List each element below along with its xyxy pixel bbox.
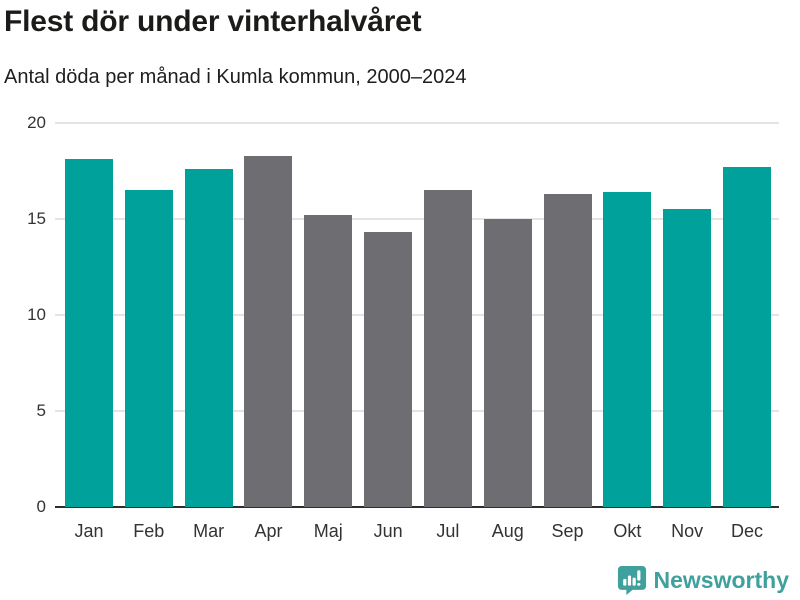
gridline-20 xyxy=(55,122,779,124)
bar-jul xyxy=(423,190,472,507)
bar-nov xyxy=(663,209,712,507)
x-axis-label-apr: Apr xyxy=(254,521,283,541)
x-axis-label-maj: Maj xyxy=(313,521,343,541)
bar-mar xyxy=(184,169,233,507)
page-title: Flest dör under vinterhalvåret xyxy=(4,5,422,38)
y-axis-label-20: 20 xyxy=(27,113,46,132)
brand-name: Newsworthy xyxy=(653,566,789,593)
bar-jun xyxy=(364,232,413,507)
plot-area xyxy=(55,122,779,508)
y-axis-label-0: 0 xyxy=(36,497,46,516)
x-axis-label-aug: Aug xyxy=(491,521,524,541)
bar-aug xyxy=(483,219,532,507)
x-axis-label-jul: Jul xyxy=(436,521,460,541)
x-axis-line xyxy=(55,505,779,508)
bar-okt xyxy=(603,192,652,507)
y-axis-label-15: 15 xyxy=(27,209,46,228)
y-axis-label-5: 5 xyxy=(36,401,46,420)
brand-footer: Newsworthy xyxy=(617,565,789,595)
bar-apr xyxy=(244,155,293,507)
bar-sep xyxy=(543,194,592,507)
gridline-10 xyxy=(55,314,779,316)
bar-maj xyxy=(304,215,353,507)
x-axis-label-jan: Jan xyxy=(74,521,104,541)
gridline-5 xyxy=(55,410,779,412)
x-axis-label-jun: Jun xyxy=(373,521,403,541)
x-axis-label-sep: Sep xyxy=(551,521,584,541)
bar-feb xyxy=(124,190,173,507)
x-axis-label-okt: Okt xyxy=(613,521,642,541)
x-axis-label-dec: Dec xyxy=(731,521,764,541)
x-axis-label-nov: Nov xyxy=(671,521,704,541)
y-axis-label-10: 10 xyxy=(27,305,46,324)
x-axis-label-feb: Feb xyxy=(133,521,165,541)
newsworthy-logo-icon xyxy=(617,565,647,595)
bar-dec xyxy=(723,167,772,507)
gridline-15 xyxy=(55,218,779,220)
chart-subtitle: Antal döda per månad i Kumla kommun, 200… xyxy=(4,66,467,88)
x-axis-label-mar: Mar xyxy=(193,521,225,541)
bar-jan xyxy=(65,159,113,507)
chart-canvas: Flest dör under vinterhalvåret Antal död… xyxy=(4,5,779,541)
